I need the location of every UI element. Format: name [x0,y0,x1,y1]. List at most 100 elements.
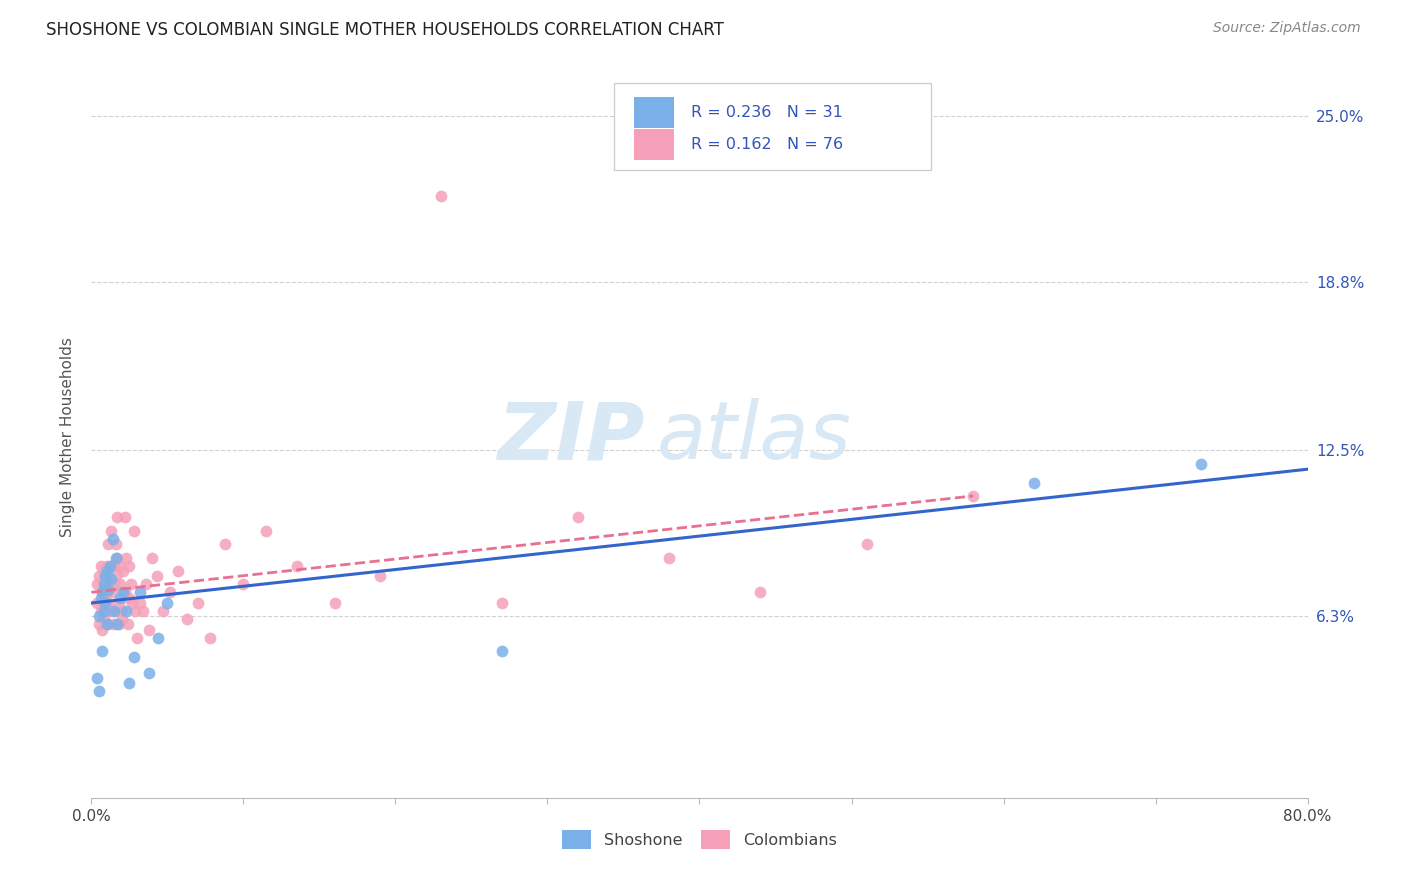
Point [1189,457,1212,471]
Point [86,671,108,685]
Point [749,585,772,599]
Point [97,537,120,551]
Point [89,558,111,573]
Point [91,596,114,610]
Text: SHOSHONE VS COLOMBIAN SINGLE MOTHER HOUSEHOLDS CORRELATION CHART: SHOSHONE VS COLOMBIAN SINGLE MOTHER HOUS… [46,21,724,39]
Point [104,537,127,551]
Point [100,558,122,573]
Point [430,189,453,203]
Point [96,585,118,599]
Point [103,604,125,618]
Point [105,510,128,524]
Point [148,631,170,645]
Point [103,604,125,618]
Point [96,617,118,632]
Point [100,524,122,538]
Point [98,558,121,573]
Point [94,596,117,610]
Text: R = 0.162   N = 76: R = 0.162 N = 76 [690,137,844,152]
Y-axis label: Single Mother Households: Single Mother Households [60,337,76,537]
Point [96,564,118,578]
Point [285,558,308,573]
Point [135,577,157,591]
Point [152,604,174,618]
Point [87,617,110,632]
Point [110,591,132,605]
Point [93,604,115,618]
Point [97,582,120,597]
Point [112,564,135,578]
Point [132,604,155,618]
Point [323,596,346,610]
Text: ZIP: ZIP [498,398,645,476]
Point [120,577,142,591]
Point [114,585,136,599]
Point [115,550,138,565]
Point [101,617,124,632]
Point [96,617,118,632]
Point [94,569,117,583]
Point [141,550,163,565]
Point [1022,475,1045,490]
Point [93,612,115,626]
Point [93,564,115,578]
Point [89,591,111,605]
FancyBboxPatch shape [634,129,673,160]
Point [156,596,179,610]
Point [125,631,148,645]
Point [105,550,128,565]
Point [117,617,139,632]
Text: Source: ZipAtlas.com: Source: ZipAtlas.com [1213,21,1361,36]
Point [101,585,124,599]
Point [86,596,108,610]
Point [112,585,135,599]
Point [93,577,115,591]
Point [118,558,141,573]
Point [91,585,114,599]
Point [97,596,120,610]
Point [100,572,122,586]
Point [86,577,108,591]
Point [121,596,143,610]
Point [111,604,134,618]
Point [145,569,167,583]
Point [89,604,111,618]
Point [87,569,110,583]
Point [105,617,128,632]
Point [110,558,132,573]
Point [87,684,110,698]
Point [111,612,134,626]
Point [567,510,589,524]
Point [103,577,125,591]
Point [167,564,190,578]
Point [118,591,141,605]
Point [129,596,152,610]
Point [176,612,198,626]
Point [138,665,160,680]
Point [91,623,114,637]
Point [94,604,117,618]
Legend: Shoshone, Colombians: Shoshone, Colombians [553,821,846,859]
Point [159,585,181,599]
FancyBboxPatch shape [634,97,673,128]
Point [87,609,110,624]
Point [491,596,513,610]
Point [187,596,209,610]
Point [118,676,141,690]
Point [198,631,221,645]
Point [104,569,127,583]
Point [855,537,877,551]
Point [254,524,277,538]
Point [110,577,132,591]
Point [129,585,152,599]
Point [98,577,121,591]
FancyBboxPatch shape [614,83,931,169]
Point [98,604,121,618]
Point [104,550,127,565]
Point [138,623,160,637]
Point [124,604,146,618]
Point [91,585,114,599]
Point [93,577,115,591]
Point [96,558,118,573]
Point [103,558,125,573]
